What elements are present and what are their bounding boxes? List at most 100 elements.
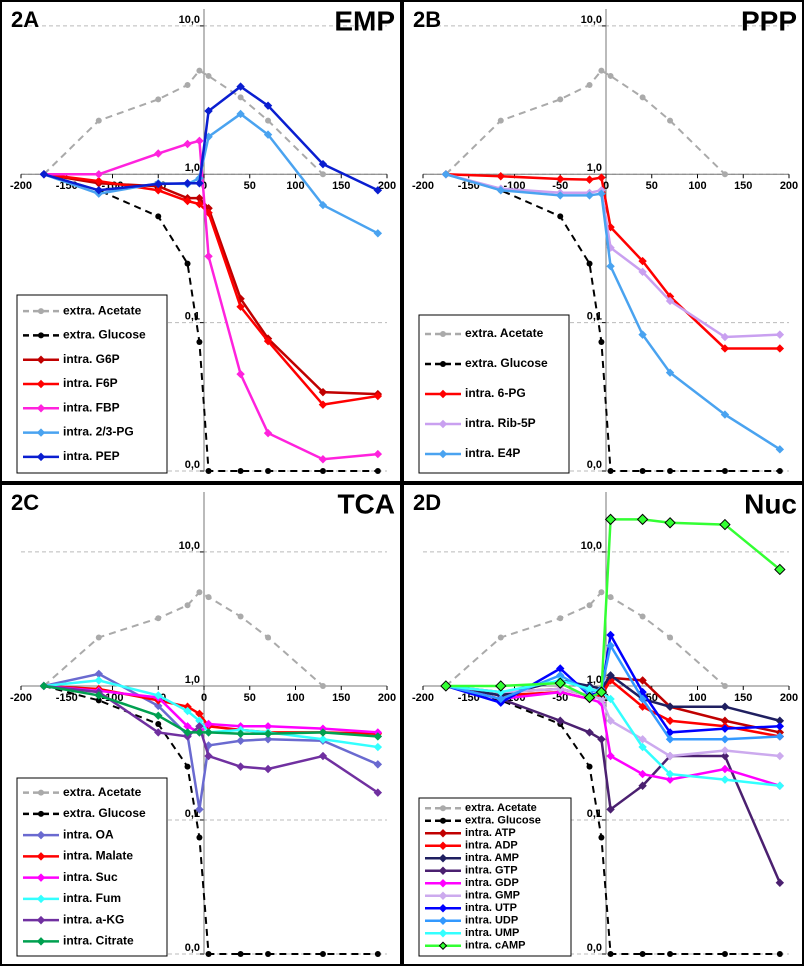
- marker: [556, 191, 565, 200]
- marker: [583, 691, 596, 704]
- marker: [94, 186, 103, 195]
- marker: [775, 732, 785, 741]
- x-tick-label: 150: [332, 180, 350, 192]
- x-tick-label: -200: [412, 692, 434, 704]
- marker: [205, 72, 212, 79]
- legend-label: intra. GMP: [465, 890, 520, 902]
- marker: [497, 117, 504, 124]
- series-line: [445, 684, 780, 758]
- marker: [204, 728, 213, 737]
- marker: [204, 252, 213, 261]
- marker: [606, 694, 615, 704]
- x-tick-label: -150: [56, 692, 78, 704]
- marker: [585, 728, 594, 737]
- legend-marker: [36, 915, 46, 925]
- y-tick-label: 0,1: [185, 808, 200, 820]
- marker: [638, 702, 647, 711]
- legend-label: intra. Fum: [63, 891, 121, 905]
- marker: [775, 344, 785, 353]
- legend-label: extra. Glucose: [465, 815, 541, 827]
- marker: [204, 719, 213, 729]
- marker: [195, 805, 204, 814]
- legend-label: intra. GDP: [465, 877, 519, 889]
- series-line: [445, 518, 781, 699]
- marker: [318, 728, 328, 737]
- marker: [236, 762, 245, 771]
- series-line: [43, 139, 378, 461]
- legend-label: intra. Citrate: [63, 934, 134, 948]
- marker: [263, 735, 273, 744]
- marker: [720, 746, 730, 755]
- y-tick-label: 0,1: [587, 808, 602, 820]
- marker: [720, 735, 730, 744]
- marker: [373, 391, 383, 401]
- x-tick-label: 50: [244, 180, 256, 192]
- legend-label: intra. UMP: [465, 927, 519, 939]
- x-tick-label: 200: [378, 692, 396, 704]
- marker: [496, 172, 505, 181]
- marker: [720, 702, 730, 711]
- legend-label: intra. OA: [63, 827, 114, 841]
- legend-label: extra. Glucose: [465, 356, 548, 370]
- marker: [557, 615, 564, 622]
- panel: 0,00,11,010,0-200-150-100-50050100150200…: [0, 483, 402, 966]
- marker: [665, 296, 675, 306]
- x-tick-label: -50: [552, 180, 568, 192]
- x-tick-label: 200: [780, 180, 798, 192]
- legend-label: extra. Glucose: [63, 806, 146, 820]
- marker: [263, 428, 273, 438]
- marker: [95, 117, 102, 124]
- marker: [775, 330, 785, 339]
- y-tick-label: 1,0: [587, 162, 602, 174]
- marker: [318, 387, 328, 397]
- legend-marker: [438, 929, 448, 938]
- marker: [496, 687, 505, 697]
- x-tick-label: 0: [201, 692, 207, 704]
- legend-marker: [438, 866, 448, 875]
- marker: [638, 267, 647, 277]
- x-tick-label: 100: [688, 692, 706, 704]
- marker: [606, 751, 615, 761]
- legend-marker: [440, 361, 446, 367]
- marker: [595, 686, 608, 698]
- marker: [607, 951, 614, 957]
- marker: [639, 613, 646, 620]
- x-tick-label: 50: [244, 692, 256, 704]
- panel-title: PPP: [741, 5, 797, 36]
- legend-label: intra. Suc: [63, 870, 118, 884]
- marker: [263, 764, 273, 774]
- series-line: [43, 684, 379, 794]
- legend-label: extra. Acetate: [63, 303, 142, 317]
- marker: [638, 735, 647, 744]
- x-tick-label: 150: [734, 692, 752, 704]
- marker: [597, 173, 606, 182]
- marker: [373, 732, 383, 741]
- legend-label: intra. 2/3-PG: [63, 425, 134, 439]
- legend-label: intra. GTP: [465, 865, 518, 877]
- marker: [639, 951, 646, 957]
- legend-label: intra. cAMP: [465, 940, 526, 952]
- marker: [265, 468, 272, 474]
- legend-marker: [440, 331, 446, 337]
- marker: [585, 175, 594, 184]
- legend-marker: [36, 894, 46, 904]
- marker: [721, 468, 728, 474]
- marker: [775, 751, 785, 761]
- marker: [196, 834, 203, 841]
- panel-label: 2B: [413, 7, 441, 32]
- marker: [154, 179, 163, 189]
- marker: [184, 602, 191, 609]
- legend-marker: [438, 891, 448, 900]
- marker: [774, 563, 786, 576]
- marker: [154, 186, 163, 195]
- marker: [263, 130, 273, 139]
- marker: [154, 711, 163, 720]
- panel-title: TCA: [337, 488, 395, 519]
- legend-label: intra. 6-PG: [465, 386, 526, 400]
- x-tick-label: 200: [780, 692, 798, 704]
- legend-box: [16, 777, 168, 957]
- legend-marker: [438, 829, 448, 838]
- marker: [374, 468, 381, 474]
- y-tick-label: 10,0: [179, 14, 200, 26]
